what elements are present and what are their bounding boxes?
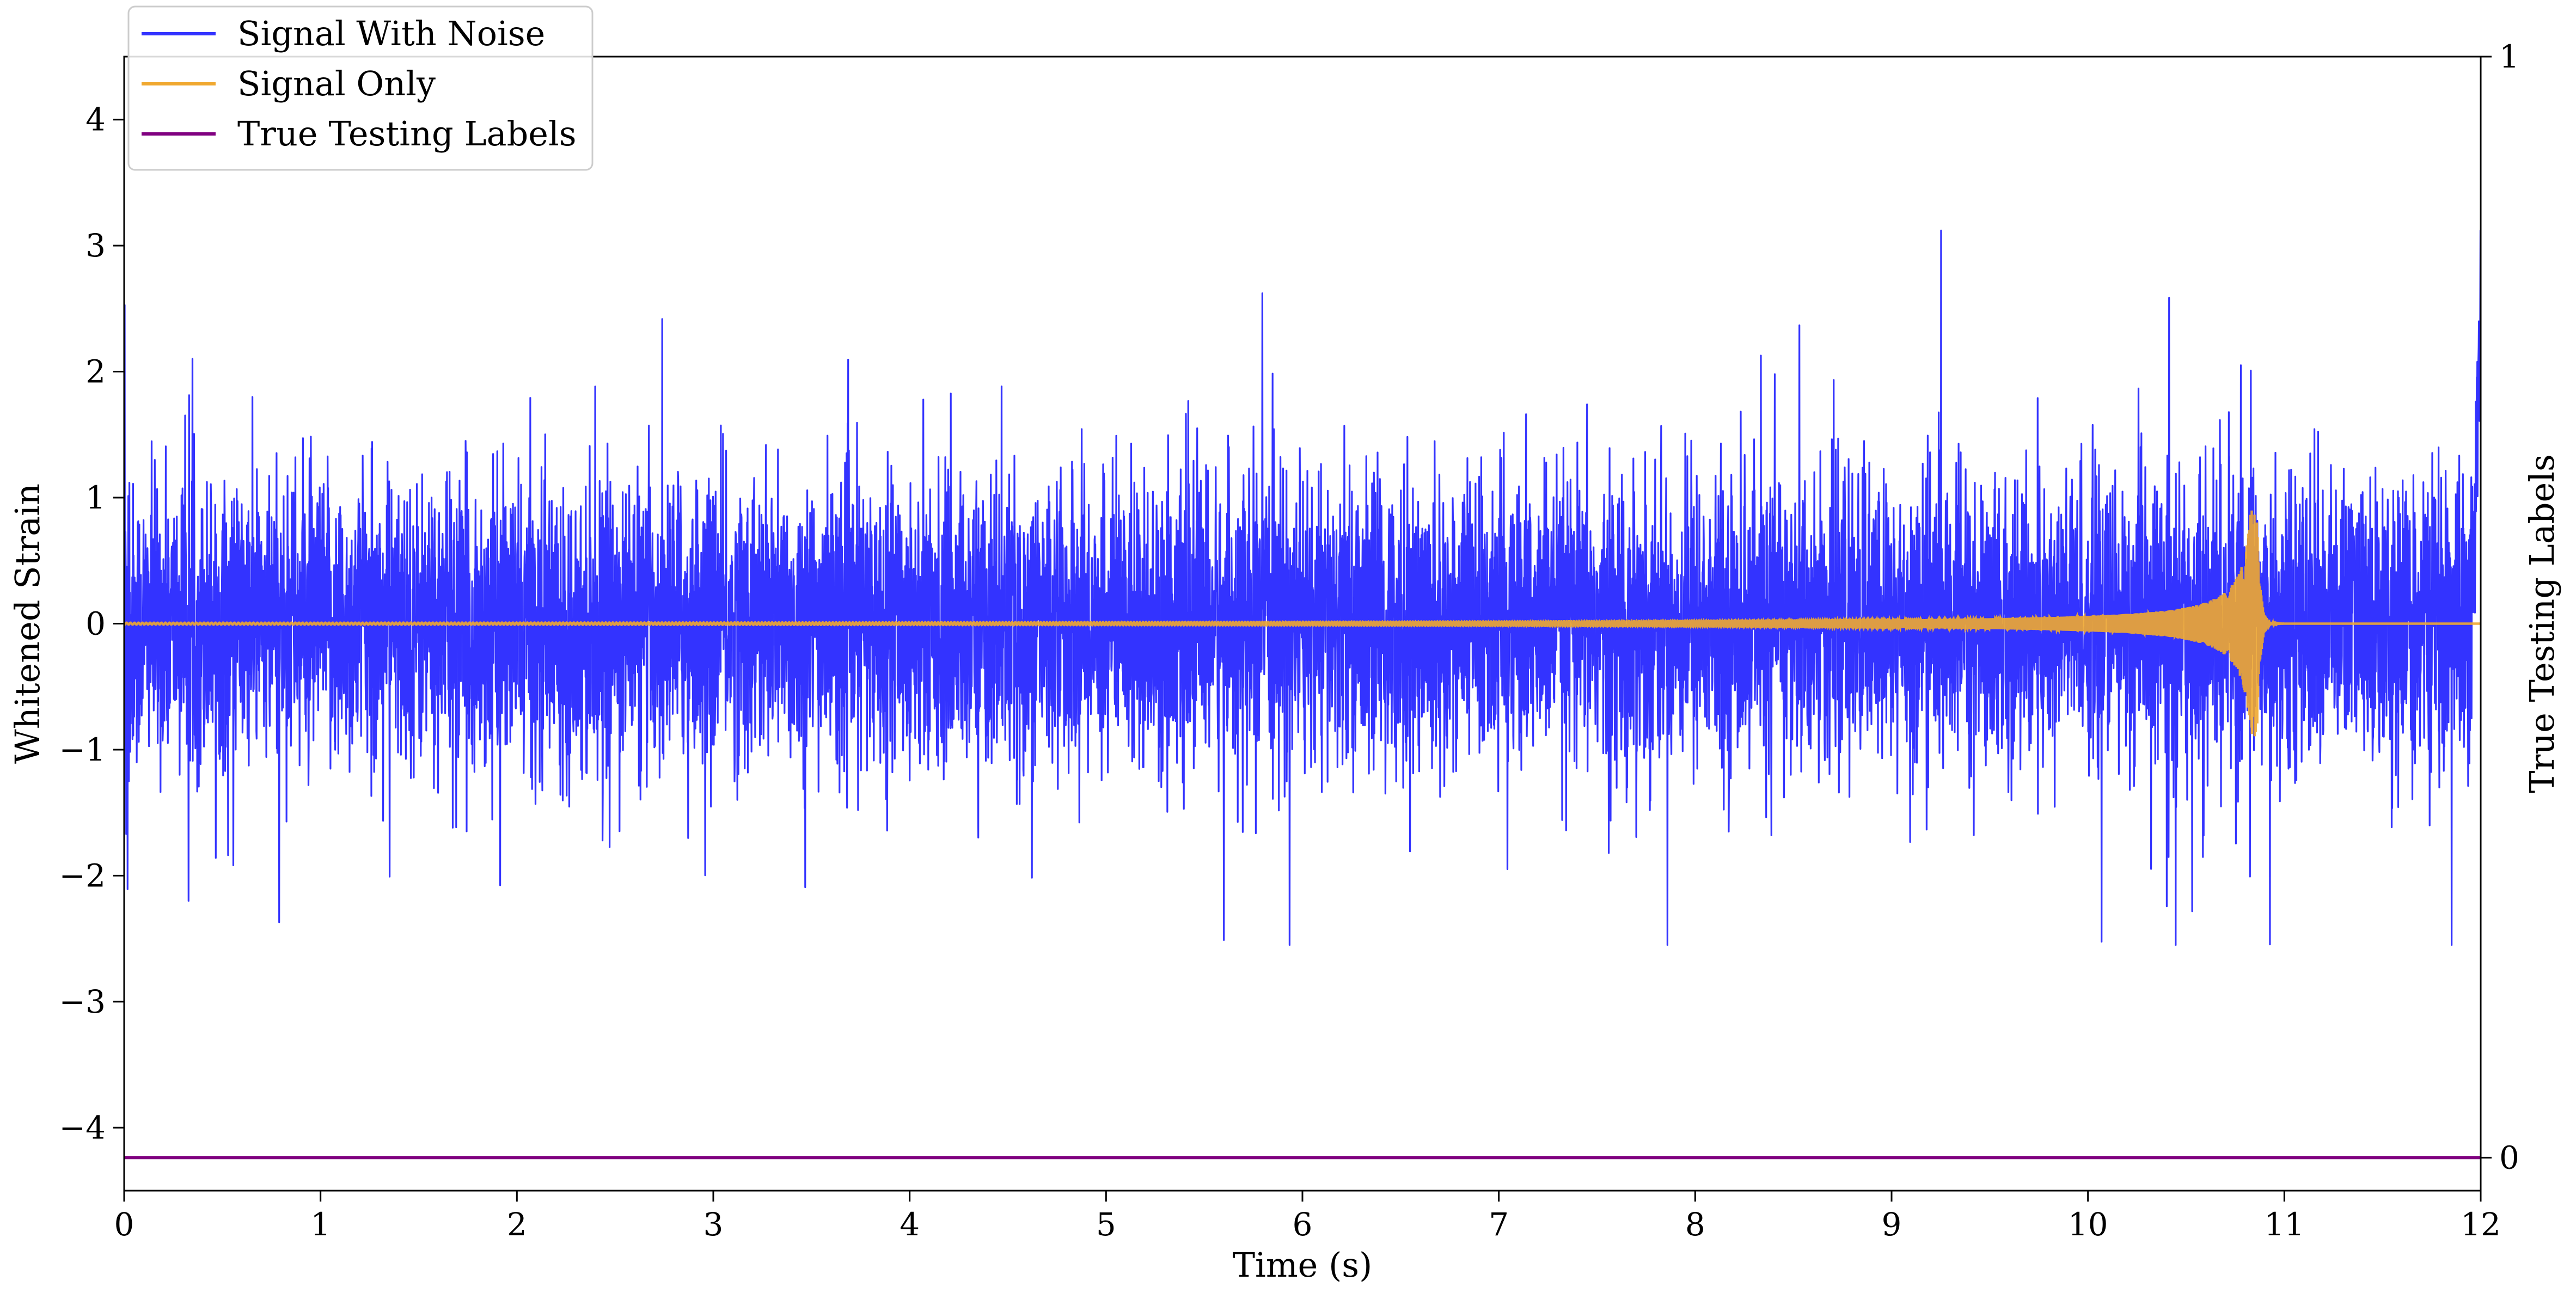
x-tick-label: 9 [1882,1206,1902,1243]
x-tick-label: 12 [2461,1206,2501,1243]
legend-entry-label: Signal With Noise [237,14,545,53]
x-tick-label: 1 [310,1206,331,1243]
series-signal-with-noise [124,229,2481,946]
plot-area [124,229,2481,1160]
y-tick-label: 0 [85,605,106,642]
x-tick-label: 4 [900,1206,920,1243]
x-tick-label: 5 [1096,1206,1116,1243]
series-signal-only [124,510,2481,737]
y-tick-label: 3 [85,227,106,264]
x-tick-label: 3 [703,1206,724,1243]
y-tick-label: −2 [59,857,106,894]
y-tick-label: 4 [85,101,106,138]
y-tick-label: 1 [85,479,106,516]
x-tick-label: 0 [114,1206,134,1243]
y-axis-label: Whitened Strain [8,483,47,764]
y-tick-label: 2 [85,353,106,390]
y-tick-label: −3 [59,983,106,1020]
x-tick-label: 7 [1489,1206,1509,1243]
legend-entry-label: True Testing Labels [237,114,577,154]
x-tick-label: 8 [1685,1206,1705,1243]
y-tick-label: −4 [59,1109,106,1146]
y-tick-label: −1 [59,731,106,768]
legend-entry-label: Signal Only [237,64,436,103]
legend: Signal With Noise Signal Only True Testing… [127,5,593,171]
x-tick-label: 2 [507,1206,527,1243]
x-tick-label: 6 [1293,1206,1313,1243]
y2-axis-label: True Testing Labels [2522,454,2562,793]
legend-box [127,5,593,171]
x-tick-label: 10 [2068,1206,2108,1243]
y2-tick-label: 0 [2499,1139,2519,1176]
y2-tick-label: 1 [2499,38,2519,75]
x-tick-label: 11 [2264,1206,2304,1243]
x-axis-label: Time (s) [1233,1245,1373,1285]
